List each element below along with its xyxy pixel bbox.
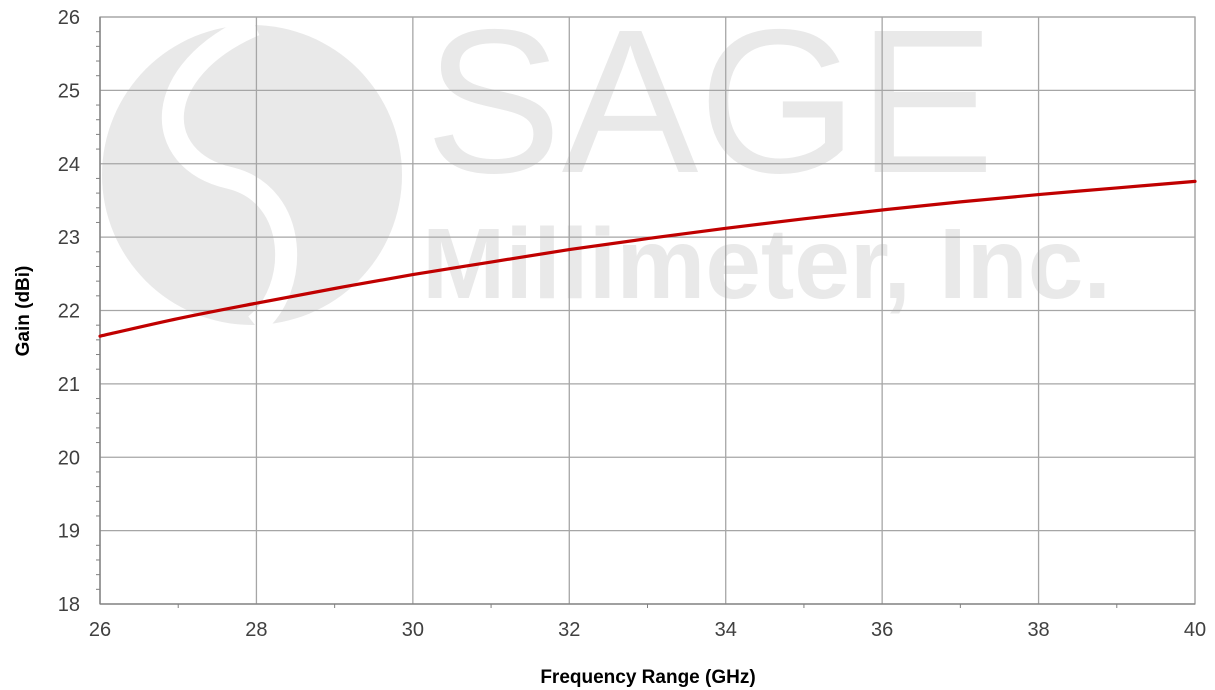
y-tick-label: 21: [58, 374, 80, 396]
x-tick-label: 40: [1184, 619, 1206, 641]
x-axis-title: Frequency Range (GHz): [540, 667, 755, 688]
y-axis: 18 19 20 21 22 23 24 25 26: [58, 7, 101, 616]
y-tick-label: 25: [58, 80, 80, 102]
x-tick-label: 38: [1027, 619, 1049, 641]
watermark-subtitle: Millimeter, Inc.: [422, 208, 1111, 320]
x-tick-label: 34: [715, 619, 737, 641]
x-tick-label: 28: [245, 619, 267, 641]
series-layer: [98, 179, 1197, 338]
x-axis: 26 28 30 32 34 36 38 40: [89, 603, 1206, 641]
x-tick-label: 32: [558, 619, 580, 641]
y-tick-label: 26: [58, 7, 80, 29]
y-axis-title: Gain (dBi): [13, 266, 34, 357]
y-tick-label: 18: [58, 594, 80, 616]
x-tick-label: 30: [402, 619, 424, 641]
watermark-title: SAGE: [425, 0, 995, 216]
sage-logo-icon: [102, 14, 402, 334]
x-tick-label: 26: [89, 619, 111, 641]
y-tick-label: 22: [58, 301, 80, 323]
y-tick-label: 20: [58, 447, 80, 469]
y-tick-label: 24: [58, 154, 80, 176]
series-line-gain: [98, 179, 1197, 338]
y-tick-label: 19: [58, 521, 80, 543]
y-tick-label: 23: [58, 227, 80, 249]
x-tick-label: 36: [871, 619, 893, 641]
watermark: SAGE Millimeter, Inc.: [102, 0, 1111, 334]
